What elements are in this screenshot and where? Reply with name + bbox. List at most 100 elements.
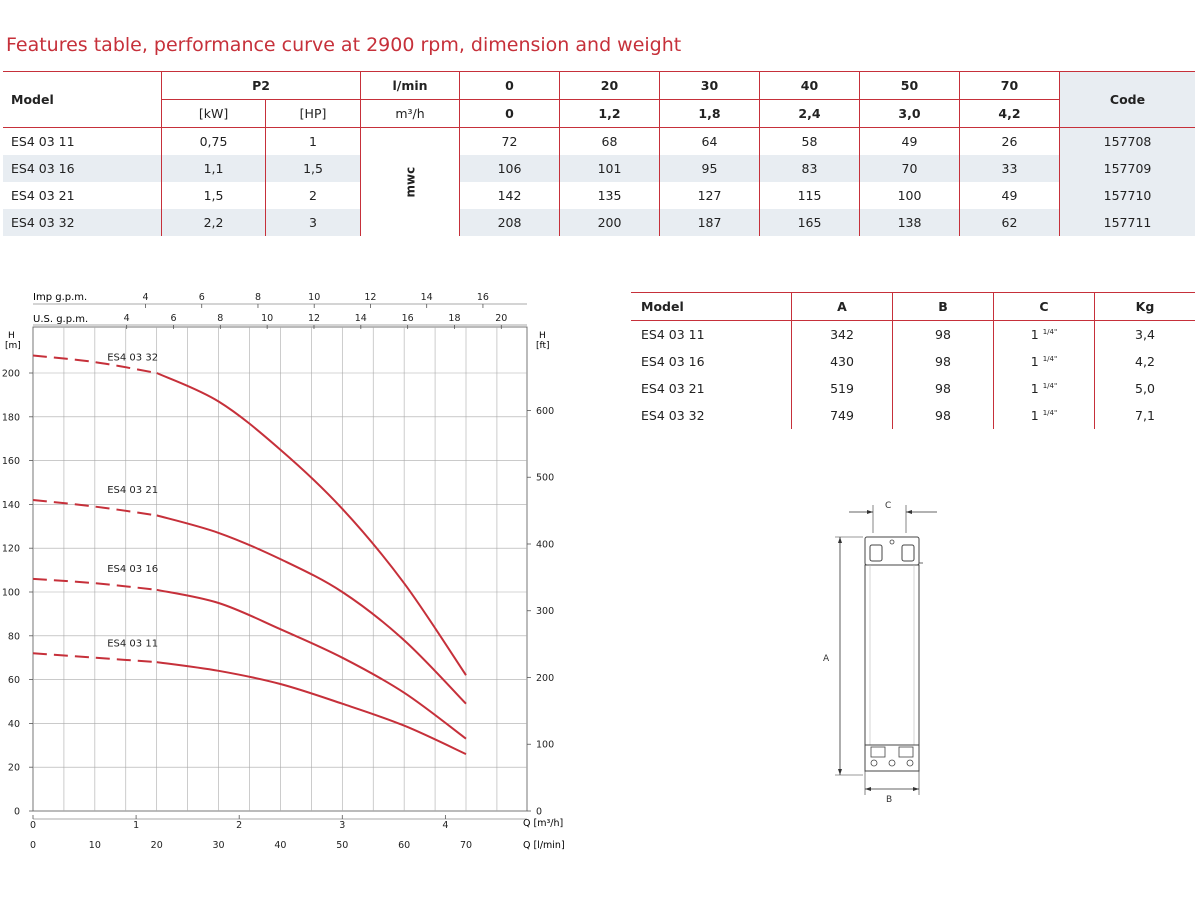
pump-icon — [864, 536, 923, 772]
dim-c-int: 1 — [1030, 354, 1039, 369]
row-h: 95 — [659, 155, 760, 182]
series-line — [156, 588, 467, 740]
row-h: 200 — [559, 209, 660, 236]
row-h: 101 — [559, 155, 660, 182]
x2-tick-label: 0 — [30, 820, 36, 831]
y-tick-label: 180 — [2, 412, 20, 423]
dim-b: 98 — [892, 348, 994, 375]
row-code: 157709 — [1059, 155, 1195, 182]
y-left-unit: [m] — [5, 341, 21, 351]
dim-a: 430 — [791, 348, 893, 375]
dim-c: 1 1/4" — [993, 320, 1095, 348]
dimensions-table: Model A B C Kg ES4 03 11 342 98 1 1/4" 3… — [631, 292, 1195, 429]
dim-c: 1 1/4" — [993, 402, 1095, 429]
dim-a: 519 — [791, 375, 893, 402]
row-h: 58 — [759, 127, 860, 155]
dim-header-model: Model — [631, 292, 792, 321]
table-row: ES4 03 16 430 98 1 1/4" 4,2 — [631, 348, 1195, 375]
row-h: 62 — [959, 209, 1060, 236]
flow-lmin-4: 50 — [859, 71, 960, 100]
row-h: 115 — [759, 182, 860, 209]
y-right-label: H — [539, 331, 546, 341]
us-tick-label: 20 — [495, 313, 507, 324]
series-label: ES4 03 16 — [107, 564, 158, 575]
flow-m3h-4: 3,0 — [859, 99, 960, 128]
code-header: Code — [1059, 71, 1195, 128]
row-model: ES4 03 11 — [3, 127, 162, 155]
row-h: 72 — [459, 127, 560, 155]
flow-lmin-0: 0 — [459, 71, 560, 100]
imp-tick-label: 16 — [477, 292, 489, 303]
x-tick-label: 0 — [30, 840, 36, 851]
x-tick-label: 30 — [213, 840, 225, 851]
y2-tick-label: 400 — [536, 539, 554, 550]
flow-lmin-2: 30 — [659, 71, 760, 100]
chart-series: ES4 03 32 ES4 03 21 ES4 03 16 ES4 03 11 — [32, 352, 467, 756]
dim-kg: 5,0 — [1135, 381, 1155, 396]
row-h: 187 — [659, 209, 760, 236]
y-right-unit: [ft] — [536, 341, 550, 351]
dim-c-frac: 1/4" — [1042, 327, 1058, 336]
flow-m3h-2: 1,8 — [659, 99, 760, 128]
flow-lmin-5: 70 — [959, 71, 1060, 100]
row-hp: 1,5 — [265, 155, 361, 182]
dim-kg: 4,2 — [1135, 354, 1155, 369]
dim-b: 98 — [892, 320, 994, 348]
flow-m3h-1: 1,2 — [559, 99, 660, 128]
dim-c-int: 1 — [1030, 408, 1039, 423]
x2-tick-label: 2 — [236, 820, 242, 831]
row-h: 26 — [959, 127, 1060, 155]
imp-tick-label: 6 — [199, 292, 205, 303]
y-tick-label: 120 — [2, 544, 20, 555]
row-model: ES4 03 16 — [3, 155, 162, 182]
row-h: 33 — [959, 155, 1060, 182]
dim-header-c: C — [993, 292, 1095, 321]
series-line — [156, 514, 467, 705]
m3h-header: m³/h — [360, 99, 460, 128]
y-tick-label: 100 — [2, 588, 20, 599]
y-tick-label: 140 — [2, 500, 20, 511]
series-line-dashed — [32, 499, 157, 517]
flow-m3h-5: 4,2 — [959, 99, 1060, 128]
dim-c-frac: 1/4" — [1042, 408, 1058, 417]
flow-lmin-3: 40 — [759, 71, 860, 100]
x2-tick-label: 3 — [339, 820, 345, 831]
row-h: 142 — [459, 182, 560, 209]
dim-c: 1 1/4" — [993, 375, 1095, 402]
series-line-dashed — [32, 354, 157, 374]
series-label: ES4 03 11 — [107, 638, 158, 649]
dim-c-frac: 1/4" — [1042, 354, 1058, 363]
dim-model: ES4 03 11 — [631, 320, 792, 348]
dim-a: 342 — [791, 320, 893, 348]
imp-gpm-label: Imp g.p.m. — [33, 292, 87, 303]
us-tick-label: 8 — [217, 313, 223, 324]
us-tick-label: 18 — [448, 313, 460, 324]
row-kw: 2,2 — [161, 209, 267, 236]
series-line-dashed — [32, 577, 157, 591]
us-tick-label: 4 — [124, 313, 130, 324]
x-tick-label: 60 — [398, 840, 410, 851]
table-row: ES4 03 21 519 98 1 1/4" 5,0 — [631, 375, 1195, 402]
row-kw: 1,5 — [161, 182, 267, 209]
series-line — [156, 661, 467, 756]
row-h: 70 — [859, 155, 960, 182]
y-tick-label: 200 — [2, 369, 20, 380]
flow-m3h-3: 2,4 — [759, 99, 860, 128]
row-code: 157708 — [1059, 127, 1195, 155]
dim-header-b: B — [892, 292, 994, 321]
pump-dimension-drawing: C A B — [823, 501, 937, 805]
dim-header-kg: Kg — [1094, 292, 1195, 321]
y-tick-label: 80 — [8, 631, 20, 642]
imp-tick-label: 4 — [142, 292, 148, 303]
y2-tick-label: 200 — [536, 673, 554, 684]
dim-c-int: 1 — [1030, 381, 1039, 396]
row-model: ES4 03 32 — [3, 209, 162, 236]
dim-model: ES4 03 16 — [631, 348, 792, 375]
x-tick-label: 70 — [460, 840, 472, 851]
imp-tick-label: 14 — [421, 292, 433, 303]
row-h: 49 — [959, 182, 1060, 209]
table-row: ES4 03 32 2,2 3 208 200 187 165 138 62 1… — [3, 209, 1195, 236]
flow-lmin-1: 20 — [559, 71, 660, 100]
kw-header: [kW] — [161, 99, 267, 128]
row-h: 138 — [859, 209, 960, 236]
